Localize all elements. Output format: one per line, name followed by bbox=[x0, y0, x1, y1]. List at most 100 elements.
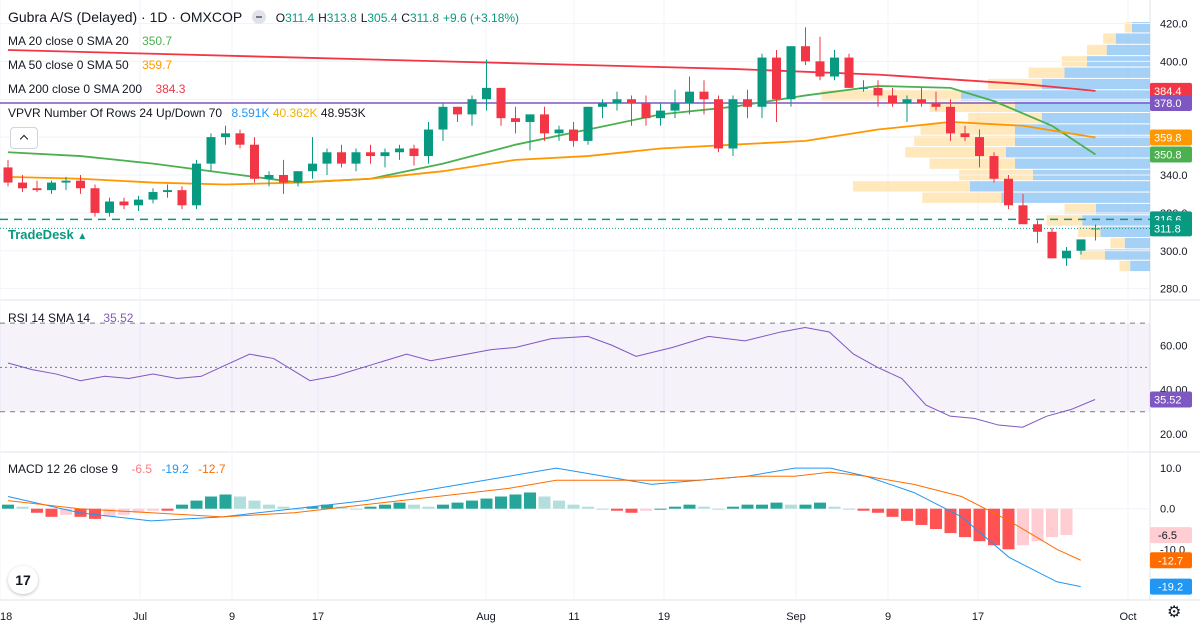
macd-histogram-bar bbox=[959, 508, 971, 538]
candle-body bbox=[627, 99, 636, 104]
ma50-value: 359.7 bbox=[142, 58, 173, 72]
macd-histogram-bar bbox=[1060, 508, 1073, 536]
ma50-legend[interactable]: MA 50 close 0 SMA 50 359.7 bbox=[8, 58, 172, 72]
candle-body bbox=[772, 57, 781, 100]
candle-body bbox=[554, 129, 564, 134]
tradingview-logo[interactable]: 17 bbox=[8, 566, 38, 594]
macd-histogram-bar bbox=[1031, 508, 1044, 542]
price-tag-box bbox=[1150, 95, 1192, 112]
price-tag-box bbox=[1150, 82, 1192, 99]
macd-legend[interactable]: MACD 12 26 close 9 -6.5 -19.2 -12.7 bbox=[8, 462, 226, 476]
rsi-label: RSI 14 SMA 14 bbox=[8, 311, 91, 325]
settings-gear-icon[interactable]: ⚙ bbox=[1167, 604, 1182, 621]
candle-body bbox=[641, 103, 651, 119]
rsi-tag-label: 35.52 bbox=[1154, 395, 1182, 407]
macd-histogram-bar bbox=[683, 504, 696, 509]
candle-body bbox=[583, 106, 593, 141]
candle-body bbox=[148, 192, 158, 200]
candle-body bbox=[714, 99, 723, 149]
macd-histogram-bar bbox=[1002, 508, 1015, 550]
macd-tag-label: -6.5 bbox=[1158, 530, 1177, 542]
macd-histogram-bar bbox=[712, 508, 725, 510]
vpvr-up-bar bbox=[961, 90, 1150, 101]
vpvr-down-bar bbox=[1110, 237, 1125, 249]
macd-axis-label: 10.0 bbox=[1160, 463, 1181, 475]
macd-histogram-bar bbox=[596, 508, 609, 510]
macd-histogram-bar bbox=[843, 508, 855, 510]
macd-histogram-bar bbox=[1046, 508, 1058, 538]
ohlc-h-key: H bbox=[318, 11, 327, 25]
candle-body bbox=[453, 106, 462, 115]
macd-histogram-bar bbox=[60, 508, 72, 515]
ohlc-o-value: 311.4 bbox=[285, 11, 315, 25]
macd-tag-box bbox=[1150, 527, 1192, 544]
price-axis-label: 340.0 bbox=[1160, 170, 1188, 182]
macd-histogram-bar bbox=[567, 504, 580, 509]
candle-body bbox=[3, 167, 13, 183]
vpvr-down-bar bbox=[968, 112, 1042, 124]
vpvr-down-bar bbox=[929, 158, 1015, 169]
rsi-axis-label: 20.00 bbox=[1160, 429, 1188, 441]
vpvr-up-bar bbox=[1082, 215, 1150, 226]
ma20-label: MA 20 close 0 SMA 20 bbox=[8, 34, 129, 48]
candle-body bbox=[830, 57, 839, 77]
candle-body bbox=[134, 199, 143, 206]
candle-body bbox=[540, 114, 549, 134]
macd-histogram-bar bbox=[350, 508, 362, 510]
macd-histogram-bar bbox=[988, 508, 1000, 546]
price-axis-label: 400.0 bbox=[1160, 56, 1188, 68]
ma-line-2 bbox=[7, 49, 1096, 92]
macd-histogram-bar bbox=[103, 508, 116, 517]
candle-body bbox=[438, 106, 448, 130]
vpvr-down-bar bbox=[853, 181, 970, 192]
vpvr-down-bar bbox=[1079, 249, 1105, 260]
candle-body bbox=[960, 133, 970, 138]
candle-body bbox=[496, 87, 506, 119]
time-axis-label: 17 bbox=[972, 611, 984, 623]
macd-tag-label: -12.7 bbox=[1158, 555, 1183, 567]
time-axis-label: 9 bbox=[885, 611, 891, 623]
macd-line-value: -19.2 bbox=[161, 462, 189, 476]
time-axis-label: 18 bbox=[0, 611, 12, 623]
vpvr-up-bar bbox=[1015, 124, 1150, 135]
macd-histogram-bar bbox=[132, 508, 145, 513]
macd-histogram-bar bbox=[263, 504, 275, 509]
ma200-value: 384.3 bbox=[155, 82, 186, 96]
macd-histogram-bar bbox=[45, 508, 58, 517]
candle-body bbox=[656, 110, 665, 119]
candle-body bbox=[1004, 178, 1013, 206]
candle-body bbox=[322, 152, 332, 164]
macd-histogram-bar bbox=[973, 508, 986, 542]
macd-histogram-bar bbox=[698, 506, 710, 509]
macd-histogram-bar bbox=[828, 506, 841, 509]
vpvr-legend[interactable]: VPVR Number Of Rows 24 Up/Down 70 8.591K… bbox=[8, 106, 366, 120]
macd-histogram-bar bbox=[814, 502, 826, 509]
macd-histogram-bar bbox=[219, 494, 232, 509]
rsi-tag-box bbox=[1150, 391, 1192, 408]
macd-histogram-bar bbox=[422, 506, 435, 509]
ohlc-c-value: 311.8 bbox=[409, 11, 440, 25]
candle-body bbox=[844, 57, 854, 88]
rsi-legend[interactable]: RSI 14 SMA 14 35.52 bbox=[8, 311, 133, 325]
candle-body bbox=[801, 46, 810, 62]
macd-hist-value: -6.5 bbox=[131, 462, 153, 476]
ma200-legend[interactable]: MA 200 close 0 SMA 200 384.3 bbox=[8, 82, 185, 96]
rsi-axis-label: 60.00 bbox=[1160, 340, 1188, 352]
candle-body bbox=[395, 148, 404, 153]
candle-body bbox=[18, 182, 27, 189]
collapse-legend-button[interactable] bbox=[10, 127, 38, 149]
macd-histogram-bar bbox=[277, 506, 290, 509]
candle-body bbox=[612, 99, 622, 104]
macd-histogram-bar bbox=[437, 504, 449, 509]
ma20-legend[interactable]: MA 20 close 0 SMA 20 350.7 bbox=[8, 34, 172, 48]
candle-body bbox=[757, 57, 767, 107]
vpvr-up-bar bbox=[1115, 33, 1150, 44]
vpvr-up-bar bbox=[1130, 260, 1150, 272]
vpvr-down-bar bbox=[1103, 33, 1116, 44]
candle-body bbox=[308, 163, 317, 172]
hide-legend-icon[interactable] bbox=[251, 10, 266, 24]
macd-histogram-bar bbox=[1017, 508, 1029, 546]
macd-label: MACD 12 26 close 9 bbox=[8, 462, 119, 476]
candle-body bbox=[221, 133, 230, 138]
